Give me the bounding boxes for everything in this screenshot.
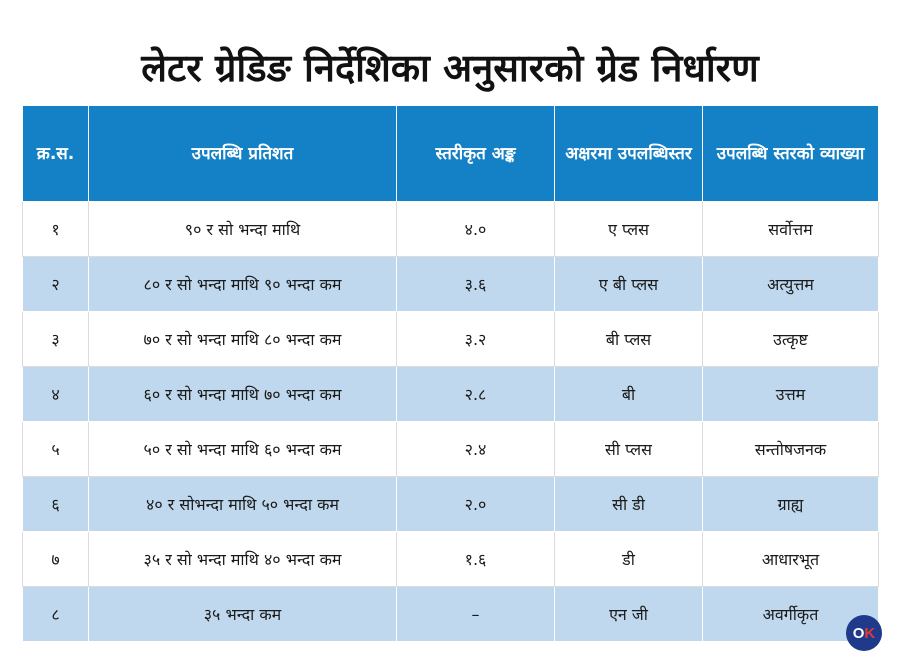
header-serial: क्र.स. bbox=[22, 105, 89, 202]
cell-serial: ५ bbox=[22, 421, 89, 477]
cell-letter-grade: ए प्लस bbox=[554, 201, 703, 257]
cell-percentage: ३५ र सो भन्दा माथि ४० भन्दा कम bbox=[88, 531, 397, 587]
cell-percentage: ३५ भन्दा कम bbox=[88, 586, 397, 642]
header-grade-point: स्तरीकृत अङ्क bbox=[396, 105, 555, 202]
cell-percentage: ९० र सो भन्दा माथि bbox=[88, 201, 397, 257]
cell-description: आधारभूत bbox=[702, 531, 879, 587]
table-row: ८ ३५ भन्दा कम – एन जी अवर्गीकृत bbox=[22, 586, 879, 642]
cell-percentage: ४० र सोभन्दा माथि ५० भन्दा कम bbox=[88, 476, 397, 532]
cell-serial: १ bbox=[22, 201, 89, 257]
logo-letter-o: O bbox=[852, 624, 865, 642]
cell-letter-grade: सी डी bbox=[554, 476, 703, 532]
cell-description: सन्तोषजनक bbox=[702, 421, 879, 477]
header-percentage: उपलब्धि प्रतिशत bbox=[88, 105, 397, 202]
cell-percentage: ६० र सो भन्दा माथि ७० भन्दा कम bbox=[88, 366, 397, 422]
table-row: ४ ६० र सो भन्दा माथि ७० भन्दा कम २.८ बी … bbox=[22, 366, 879, 422]
cell-serial: ६ bbox=[22, 476, 89, 532]
cell-description: उत्कृष्ट bbox=[702, 311, 879, 367]
cell-description: सर्वोत्तम bbox=[702, 201, 879, 257]
cell-grade-point: १.६ bbox=[396, 531, 555, 587]
table-row: ५ ५० र सो भन्दा माथि ६० भन्दा कम २.४ सी … bbox=[22, 421, 879, 477]
cell-grade-point: २.० bbox=[396, 476, 555, 532]
cell-description: ग्राह्य bbox=[702, 476, 879, 532]
header-letter-grade: अक्षरमा उपलब्धिस्तर bbox=[554, 105, 703, 202]
cell-grade-point: २.८ bbox=[396, 366, 555, 422]
table-row: १ ९० र सो भन्दा माथि ४.० ए प्लस सर्वोत्त… bbox=[22, 201, 879, 257]
cell-letter-grade: बी प्लस bbox=[554, 311, 703, 367]
cell-percentage: ७० र सो भन्दा माथि ८० भन्दा कम bbox=[88, 311, 397, 367]
cell-letter-grade: सी प्लस bbox=[554, 421, 703, 477]
table-row: ६ ४० र सोभन्दा माथि ५० भन्दा कम २.० सी ड… bbox=[22, 476, 879, 532]
page-title: लेटर ग्रेडिङ निर्देशिका अनुसारको ग्रेड न… bbox=[141, 46, 759, 90]
cell-description: उत्तम bbox=[702, 366, 879, 422]
table-row: ७ ३५ र सो भन्दा माथि ४० भन्दा कम १.६ डी … bbox=[22, 531, 879, 587]
cell-serial: ३ bbox=[22, 311, 89, 367]
cell-grade-point: ३.६ bbox=[396, 256, 555, 312]
cell-letter-grade: ए बी प्लस bbox=[554, 256, 703, 312]
cell-description: अत्युत्तम bbox=[702, 256, 879, 312]
table-header-row: क्र.स. उपलब्धि प्रतिशत स्तरीकृत अङ्क अक्… bbox=[22, 105, 879, 202]
cell-serial: ८ bbox=[22, 586, 89, 642]
cell-serial: ४ bbox=[22, 366, 89, 422]
table-row: ३ ७० र सो भन्दा माथि ८० भन्दा कम ३.२ बी … bbox=[22, 311, 879, 367]
cell-percentage: ५० र सो भन्दा माथि ६० भन्दा कम bbox=[88, 421, 397, 477]
header-description: उपलब्धि स्तरको व्याख्या bbox=[702, 105, 879, 202]
cell-letter-grade: डी bbox=[554, 531, 703, 587]
cell-grade-point: ४.० bbox=[396, 201, 555, 257]
logo-letter-k: K bbox=[864, 624, 876, 642]
grading-table: क्र.स. उपलब्धि प्रतिशत स्तरीकृत अङ्क अक्… bbox=[22, 105, 879, 642]
cell-description: अवर्गीकृत bbox=[702, 586, 879, 642]
cell-grade-point: ३.२ bbox=[396, 311, 555, 367]
cell-letter-grade: बी bbox=[554, 366, 703, 422]
cell-percentage: ८० र सो भन्दा माथि ९० भन्दा कम bbox=[88, 256, 397, 312]
table-row: २ ८० र सो भन्दा माथि ९० भन्दा कम ३.६ ए ब… bbox=[22, 256, 879, 312]
cell-serial: २ bbox=[22, 256, 89, 312]
cell-serial: ७ bbox=[22, 531, 89, 587]
cell-grade-point: २.४ bbox=[396, 421, 555, 477]
cell-letter-grade: एन जी bbox=[554, 586, 703, 642]
cell-grade-point: – bbox=[396, 586, 555, 642]
